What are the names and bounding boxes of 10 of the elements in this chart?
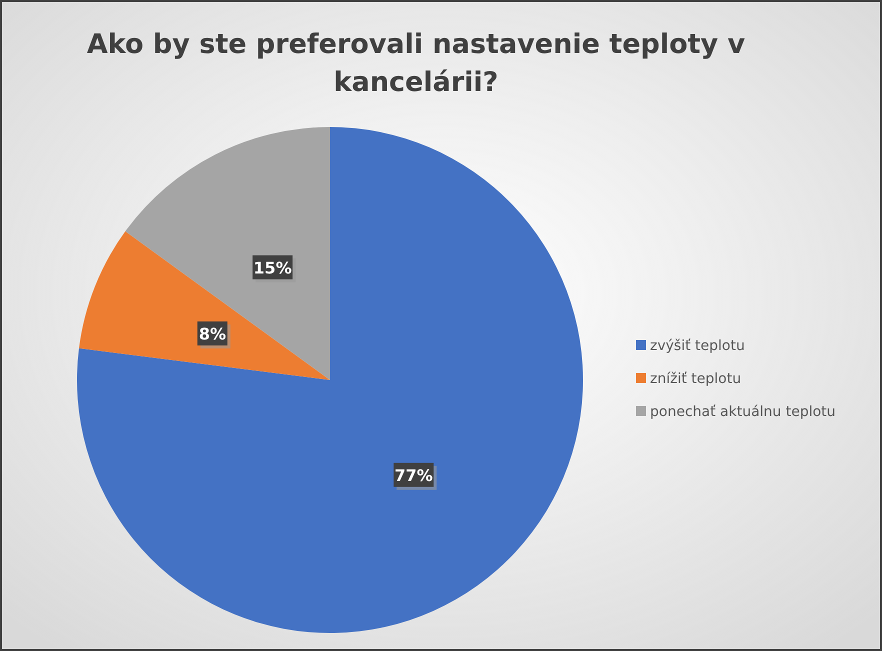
pie-slice: [125, 127, 330, 380]
pie-slice: [77, 127, 583, 633]
legend-label: zvýšiť teplotu: [650, 338, 745, 354]
chart-title: Ako by ste preferovali nastavenie teploty v kancelárii?: [86, 29, 746, 98]
data-label: 15%: [253, 258, 292, 278]
legend-label: znížiť teplotu: [650, 371, 742, 387]
data-label: 8%: [198, 324, 226, 344]
pie-slice: [78, 231, 330, 380]
data-label: 77%: [394, 466, 433, 485]
legend-label: ponechať aktuálnu teplotu: [650, 404, 836, 420]
